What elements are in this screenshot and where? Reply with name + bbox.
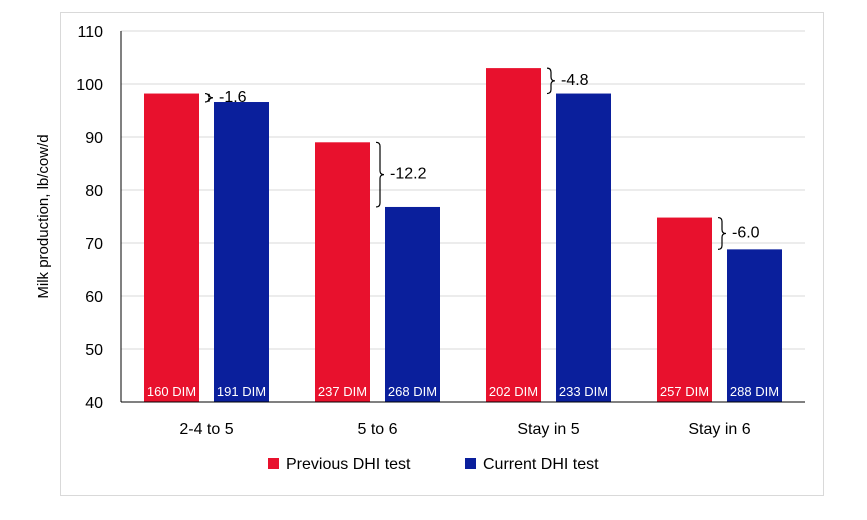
difference-label: -1.6 <box>219 89 247 106</box>
y-axis-label: Milk production, lb/cow/d <box>35 134 52 298</box>
bar-dim-label: 202 DIM <box>489 384 538 399</box>
bar-previous <box>315 142 370 403</box>
x-tick-label: Stay in 6 <box>688 421 750 438</box>
y-tick-label: 80 <box>85 183 103 200</box>
chart-frame <box>60 12 824 496</box>
difference-brace <box>546 67 556 95</box>
bar-dim-label: 233 DIM <box>559 384 608 399</box>
legend-swatch-previous <box>268 458 279 469</box>
axes: 40 50 60 70 80 90 100 110 2-4 to 5 5 to 6 Stay in … <box>76 24 805 438</box>
legend: Previous DHI test Current DHI test <box>268 456 599 473</box>
difference-brace <box>204 92 214 103</box>
bar-dim-label: 288 DIM <box>730 384 779 399</box>
y-tick-label: 100 <box>76 77 103 94</box>
bar-dim-label: 268 DIM <box>388 384 437 399</box>
y-tick-label: 40 <box>85 395 103 412</box>
bar-dim-label: 191 DIM <box>217 384 266 399</box>
x-tick-label: Stay in 5 <box>517 421 579 438</box>
legend-label: Current DHI test <box>483 456 599 473</box>
y-tick-label: 90 <box>85 130 103 147</box>
bars: 160 DIM 191 DIM 237 DIM 268 DIM 202 DIM 233 D… <box>144 68 782 403</box>
y-tick-label: 70 <box>85 236 103 253</box>
bar-dim-label: 257 DIM <box>660 384 709 399</box>
bar-current <box>556 93 611 402</box>
x-tick-label: 2-4 to 5 <box>179 421 233 438</box>
bar-previous <box>486 68 541 402</box>
difference-brace <box>717 216 727 250</box>
difference-brace <box>375 141 385 208</box>
bar-current <box>727 249 782 402</box>
legend-swatch-current <box>465 458 476 469</box>
bar-previous <box>657 217 712 402</box>
y-tick-label: 60 <box>85 289 103 306</box>
difference-annotations: -1.6 -12.2 -4.8 -6.0 <box>204 67 760 250</box>
bar-current <box>214 102 269 403</box>
x-tick-label: 5 to 6 <box>357 421 397 438</box>
y-tick-label: 50 <box>85 342 103 359</box>
difference-label: -12.2 <box>390 166 427 183</box>
bar-current <box>385 206 440 402</box>
difference-label: -4.8 <box>561 72 589 89</box>
bar-dim-label: 237 DIM <box>318 384 367 399</box>
bar-dim-label: 160 DIM <box>147 384 196 399</box>
legend-label: Previous DHI test <box>286 456 411 473</box>
difference-label: -6.0 <box>732 224 760 241</box>
bar-previous <box>144 93 199 402</box>
y-tick-label: 110 <box>77 24 103 41</box>
